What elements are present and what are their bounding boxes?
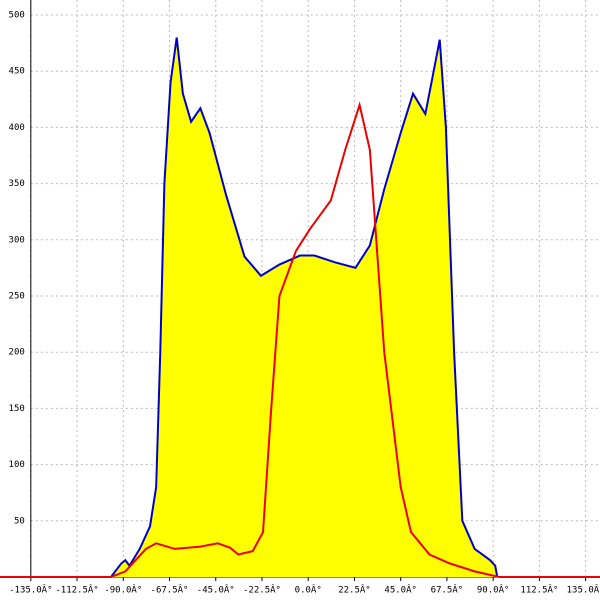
line xyxy=(110,37,499,578)
y-tick-label: 350 xyxy=(9,179,25,189)
y-tick-label: 400 xyxy=(9,123,25,133)
line xyxy=(0,101,600,578)
x-tick-label: -67.5Â° xyxy=(151,584,189,596)
x-tick-label: 90.0Â° xyxy=(477,584,510,596)
area xyxy=(110,37,498,578)
x-tick-label: 112.5Â° xyxy=(520,584,558,596)
x-tick-label: 45.0Â° xyxy=(384,584,417,596)
y-tick-label: 250 xyxy=(9,292,25,302)
y-tick-label: 150 xyxy=(9,404,25,414)
y-tick-label: 50 xyxy=(14,516,25,526)
x-tick-label: -22.5Â° xyxy=(243,584,281,596)
x-tick-label: -112.5Â° xyxy=(55,584,98,596)
y-tick-label: 200 xyxy=(9,348,25,358)
x-tick-label: 135.0Â° xyxy=(567,584,600,596)
y-tick-label: 500 xyxy=(9,11,25,21)
x-tick-label: 22.5Â° xyxy=(338,584,371,596)
x-tick-label: 67.5Â° xyxy=(431,584,464,596)
y-tick-label: 450 xyxy=(9,67,25,77)
y-tick-label: 100 xyxy=(9,460,25,470)
y-tick-label: 300 xyxy=(9,235,25,245)
x-tick-label: -45.0Â° xyxy=(197,584,235,596)
x-tick-label: 0.0Â° xyxy=(295,584,322,596)
x-tick-label: -135.0Â° xyxy=(9,584,52,596)
x-tick-label: -90.0Â° xyxy=(104,584,142,596)
